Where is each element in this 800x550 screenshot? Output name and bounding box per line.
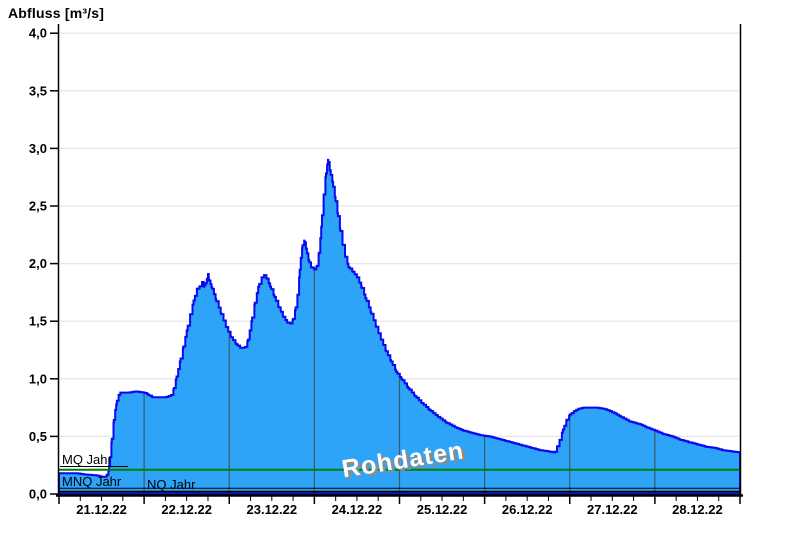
x-date-label: 23.12.22	[247, 502, 298, 517]
y-tick-label: 2,0	[29, 256, 47, 271]
x-date-label: 26.12.22	[502, 502, 553, 517]
x-date-label: 24.12.22	[332, 502, 383, 517]
x-date-label: 22.12.22	[161, 502, 212, 517]
y-tick-label: 0,0	[29, 487, 47, 502]
y-tick-label: 1,0	[29, 371, 47, 386]
x-date-label: 27.12.22	[587, 502, 638, 517]
mq-label: MQ Jahr	[62, 452, 113, 467]
x-date-label: 21.12.22	[76, 502, 127, 517]
y-tick-label: 4,0	[29, 26, 47, 41]
y-tick-label: 0,5	[29, 429, 47, 444]
y-tick-label: 2,5	[29, 199, 47, 214]
y-tick-label: 3,5	[29, 83, 47, 98]
y-tick-label: 3,0	[29, 141, 47, 156]
nq-label: NQ Jahr	[147, 477, 196, 492]
discharge-curve	[58, 158, 741, 495]
x-date-label: 28.12.22	[672, 502, 723, 517]
mnq-label: MNQ Jahr	[62, 474, 122, 489]
x-date-label: 25.12.22	[417, 502, 468, 517]
y-axis-title: Abfluss [m³/s]	[8, 5, 105, 21]
y-tick-label: 1,5	[29, 314, 47, 329]
